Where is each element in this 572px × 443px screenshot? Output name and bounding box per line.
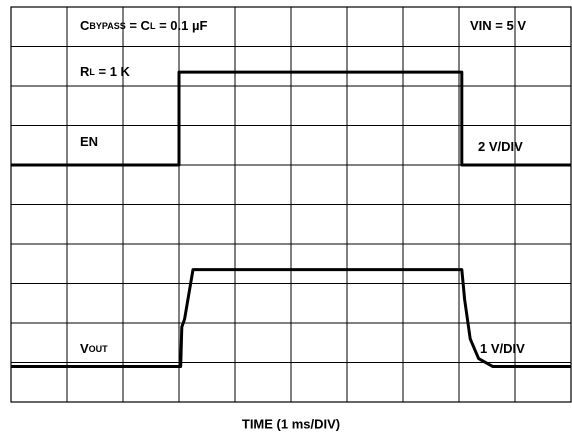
annotation: VIN = 5 V [470, 18, 526, 33]
annotation-part: = 1 K [95, 64, 131, 79]
annotation-part: 1 V/DIV [480, 341, 525, 356]
trace [11, 70, 571, 167]
annotation: 1 V/DIV [480, 341, 525, 356]
annotation-part: = C [126, 18, 151, 33]
annotation-part: L [89, 67, 95, 77]
annotation: 2 V/DIV [478, 139, 523, 154]
trace [11, 268, 571, 368]
annotation-part: = 0.1 µF [155, 18, 207, 33]
annotation-part: OUT [89, 344, 109, 354]
annotation-part: BYPASS [89, 21, 125, 31]
annotation-part: EN [80, 134, 98, 149]
annotation-part: C [80, 18, 90, 33]
annotation: CBYPASS = CL = 0.1 µF [80, 18, 207, 33]
annotation-part: 2 V/DIV [478, 139, 523, 154]
annotation: EN [80, 134, 98, 149]
annotation-part: V [80, 341, 89, 356]
annotation: RL = 1 K [80, 64, 131, 79]
x-axis-label: TIME (1 ms/DIV) [242, 416, 340, 431]
annotation: VOUT [80, 341, 108, 356]
annotation-part: VIN = 5 V [470, 18, 526, 33]
annotation-part: R [80, 64, 90, 79]
annotation-part: L [150, 21, 156, 31]
